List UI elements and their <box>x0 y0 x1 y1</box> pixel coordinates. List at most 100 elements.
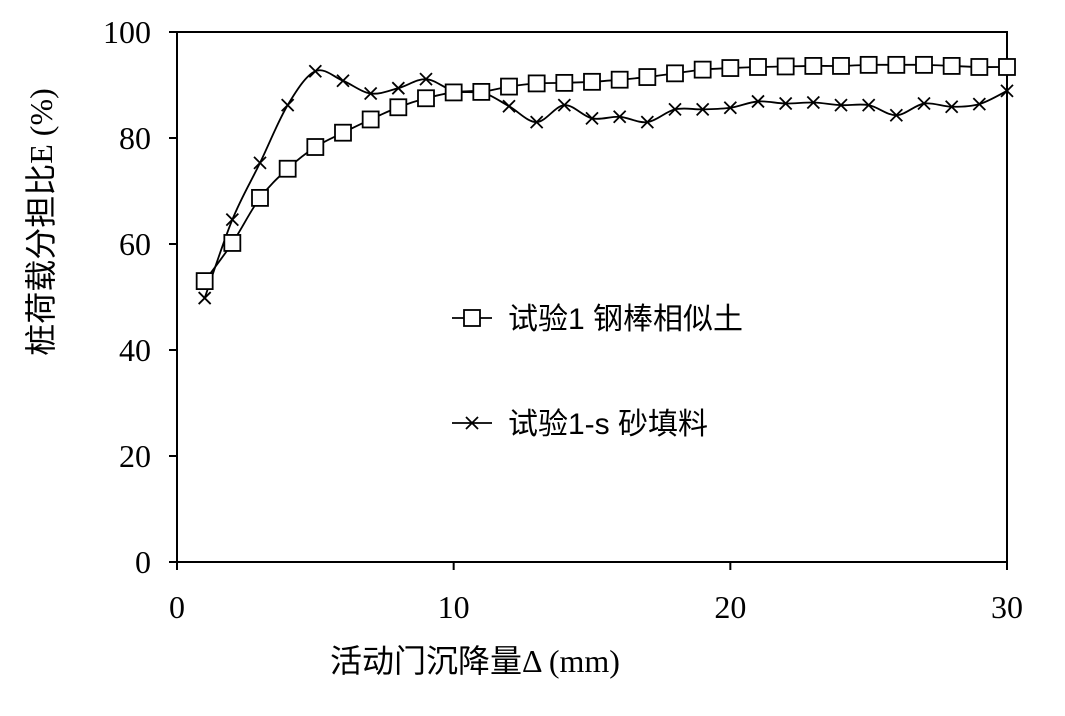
series-1-point-3-stroke-b <box>281 98 295 112</box>
series-1-point-18-stroke-b <box>696 102 710 117</box>
series-1-point-25-stroke-b <box>889 108 903 122</box>
series-line-1 <box>203 69 1008 299</box>
series-0-point-10 <box>472 82 491 101</box>
series-0-point-13 <box>555 73 574 92</box>
series-0-point-27 <box>942 57 961 75</box>
series-1-point-22-stroke-b <box>806 95 820 110</box>
series-0-point-1 <box>223 234 242 252</box>
series-1-point-14-stroke-b <box>585 111 599 126</box>
series-0-point-8 <box>417 89 435 108</box>
series-1-point-20-stroke-b <box>751 94 765 109</box>
series-1-point-6 <box>364 86 378 101</box>
series-1-point-29-stroke-b <box>1000 84 1014 98</box>
series-1-point-8 <box>419 72 433 86</box>
legend-marker-0 <box>463 309 481 327</box>
legend-label-1: 试验1-s 砂填料 <box>508 408 708 441</box>
series-1-point-2 <box>253 156 267 170</box>
series-0-point-28 <box>970 58 989 76</box>
y-tick-label-5: 100 <box>103 14 151 50</box>
series-1-point-4-stroke-b <box>308 64 322 78</box>
x-tick-label-3: 30 <box>991 589 1023 625</box>
series-1-point-24-stroke-b <box>862 98 876 112</box>
series-1-point-27 <box>945 100 959 114</box>
x-tick-label-1: 10 <box>438 589 470 625</box>
series-1-point-29 <box>1000 84 1014 98</box>
axis-ticks: 0 10 20 30 0 20 40 60 80 100 <box>103 14 1023 625</box>
series-1-point-2-stroke-b <box>253 156 267 170</box>
series-1-point-13 <box>557 98 571 112</box>
series-0-point-12 <box>527 74 546 93</box>
series-0-point-3 <box>278 159 297 178</box>
series-1-point-19-stroke-b <box>723 101 737 115</box>
series-1-point-14 <box>585 111 599 126</box>
series-line-0 <box>203 63 1008 282</box>
series-1-point-12 <box>530 115 544 129</box>
series-0-point-24 <box>859 55 878 74</box>
series-0-point-11 <box>500 77 518 96</box>
y-axis-title: 桩荷载分担比E (%) <box>23 88 59 356</box>
series-0-point-0 <box>195 272 214 291</box>
plot-area-frame <box>176 31 1008 563</box>
series-1-point-11 <box>502 99 516 113</box>
series-1-point-22 <box>806 95 820 110</box>
series-1-point-15-stroke-b <box>613 110 627 124</box>
series-0-point-25 <box>887 55 906 74</box>
series-1-point-0 <box>198 291 212 305</box>
series-0-point-5 <box>334 123 352 142</box>
series-0-point-2 <box>251 188 269 207</box>
series-0-point-29 <box>998 58 1016 76</box>
series-1-point-25 <box>889 108 903 122</box>
series-1-point-27-stroke-b <box>945 100 959 114</box>
series-1-point-16 <box>640 115 654 129</box>
series-0-point-4 <box>306 138 325 156</box>
series-1-point-5-stroke-b <box>336 74 350 88</box>
legend-label-0: 试验1 钢棒相似土 <box>508 303 743 336</box>
series-1-point-26-stroke-b <box>917 96 931 111</box>
legend-marker-1-stroke-b <box>465 416 479 430</box>
y-tick-label-2: 40 <box>119 332 151 368</box>
series-0-point-23 <box>832 57 850 75</box>
series-1-point-7-stroke-b <box>391 81 405 95</box>
series-1-point-11-stroke-b <box>502 99 516 113</box>
series-0-point-17 <box>666 64 684 83</box>
series-0-point-15 <box>610 70 629 89</box>
x-tick-label-0: 0 <box>169 589 185 625</box>
series-1-point-28 <box>972 97 986 111</box>
series-1-point-6-stroke-b <box>364 86 378 101</box>
series-0-point-7 <box>389 98 408 117</box>
series-1-point-23-stroke-b <box>834 98 848 112</box>
series-0-point-20 <box>749 58 767 76</box>
y-tick-label-1: 20 <box>119 438 151 474</box>
series-1-point-13-stroke-b <box>557 98 571 112</box>
series-0-point-21 <box>776 57 795 76</box>
series-1-point-1-stroke-b <box>225 212 239 227</box>
series-1-point-5 <box>336 74 350 88</box>
series-1-point-23 <box>834 98 848 112</box>
series-1-point-8-stroke-b <box>419 72 433 86</box>
series-0-point-9 <box>444 83 463 102</box>
series-1-point-21-stroke-b <box>779 96 793 111</box>
x-tick-label-2: 20 <box>714 589 746 625</box>
series-1-point-15 <box>613 110 627 124</box>
series-1-point-19 <box>723 101 737 115</box>
series-0-point-14 <box>583 72 601 91</box>
series-0-point-22 <box>804 57 823 75</box>
series-1-point-17 <box>668 102 682 117</box>
series-1-point-21 <box>779 96 793 111</box>
y-tick-label-4: 80 <box>119 120 151 156</box>
series-1-point-16-stroke-b <box>640 115 654 129</box>
series-1-point-17-stroke-b <box>668 102 682 117</box>
y-tick-label-0: 0 <box>135 544 151 580</box>
legend-marker-1 <box>465 416 479 430</box>
series-1-point-20 <box>751 94 765 109</box>
series-1-point-12-stroke-b <box>530 115 544 129</box>
series-1-point-24 <box>862 98 876 112</box>
x-axis-title: 活动门沉降量Δ (mm) <box>330 643 620 679</box>
series-1-point-18 <box>696 102 710 117</box>
series-1-point-1 <box>225 212 239 227</box>
series-0-point-19 <box>721 59 740 77</box>
series-0-point-6 <box>361 110 380 129</box>
series-1-point-7 <box>391 81 405 95</box>
series-1-point-3 <box>281 98 295 112</box>
